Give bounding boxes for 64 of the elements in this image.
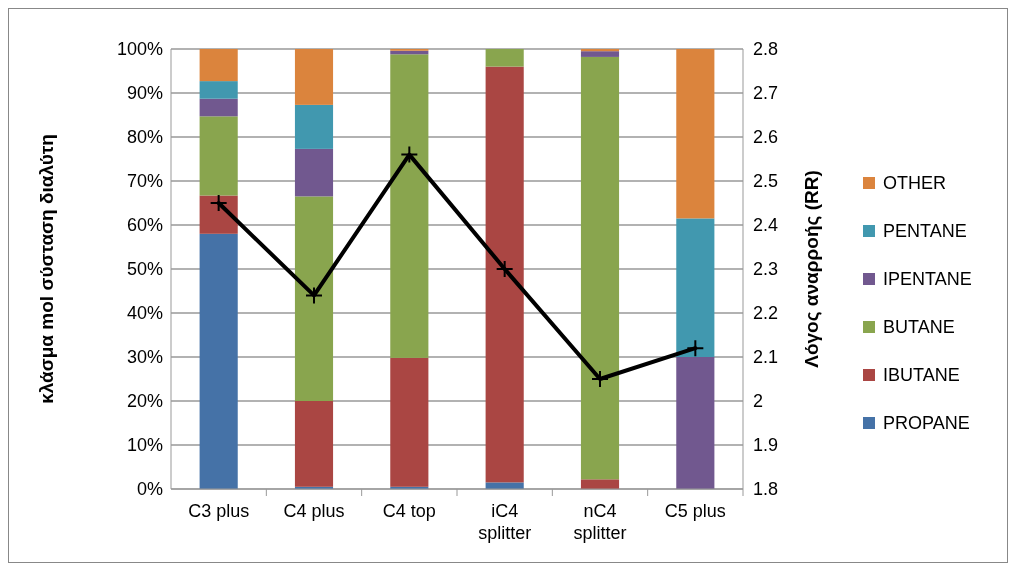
point — [591, 370, 609, 388]
bar — [390, 54, 429, 358]
legend-label: IBUTANE — [883, 365, 960, 386]
x-tick-label: C3 plus — [188, 501, 250, 521]
bar — [580, 49, 620, 52]
bar — [485, 482, 524, 489]
y-tick-label: 90% — [126, 83, 163, 104]
bar — [485, 66, 524, 483]
point — [686, 339, 705, 358]
y2-tick-label: 2.7 — [753, 83, 779, 104]
y2-tick-label: 2.5 — [753, 171, 779, 192]
bar — [580, 479, 620, 489]
bar — [294, 401, 334, 487]
legend-label: BUTANE — [883, 317, 955, 338]
y-tick-label: 80% — [126, 127, 163, 148]
bar — [676, 49, 715, 219]
bar — [199, 98, 238, 117]
y-tick-label: 30% — [126, 347, 163, 368]
bar — [294, 148, 334, 197]
y2-tick-label: 2.2 — [753, 303, 779, 324]
y-axis-title: κλάσμα mol σύσταση διαλύτη — [36, 134, 57, 404]
bar — [676, 218, 715, 357]
x-tick-label: C5 plus — [664, 501, 726, 521]
y-tick-label: 60% — [126, 215, 163, 236]
y2-tick-label: 2 — [753, 391, 764, 412]
y2-tick-label: 2.1 — [753, 347, 779, 368]
y2-axis-title: Λόγος αναρροής (RR) — [801, 170, 822, 368]
x-tick-label: nC4 splitter — [573, 501, 627, 543]
y2-tick-label: 2.3 — [753, 259, 779, 280]
y-tick-label: 70% — [126, 171, 163, 192]
y2-tick-label: 2.6 — [753, 127, 779, 148]
bar — [199, 116, 238, 196]
y2-tick-label: 2.8 — [753, 39, 779, 60]
legend-label: IPENTANE — [883, 269, 972, 290]
legend-label: OTHER — [883, 173, 946, 194]
point — [495, 260, 514, 278]
y2-tick-label: 2.4 — [753, 215, 779, 236]
point — [305, 286, 323, 305]
bar — [294, 104, 334, 149]
x-tick-label: C4 top — [382, 501, 436, 521]
y2-tick-label: 1.9 — [753, 435, 779, 456]
bar — [390, 357, 429, 487]
bar — [199, 81, 238, 99]
y-tick-label: 100% — [116, 39, 163, 60]
point — [400, 145, 419, 164]
bar — [294, 49, 334, 105]
legend-label: PROPANE — [883, 413, 970, 434]
y-tick-label: 0% — [136, 479, 163, 500]
y2-tick-label: 1.8 — [753, 479, 779, 500]
y-tick-label: 50% — [126, 259, 163, 280]
x-tick-label: C4 plus — [283, 501, 345, 521]
bar — [580, 51, 620, 57]
y-tick-label: 10% — [126, 435, 163, 456]
y-tick-label: 40% — [126, 303, 163, 324]
bar — [676, 357, 715, 489]
bar — [199, 49, 238, 82]
point — [209, 194, 228, 212]
x-tick-label: iC4 splitter — [478, 501, 532, 543]
bar — [580, 56, 620, 480]
bar — [199, 233, 238, 489]
bar — [294, 196, 334, 401]
bar — [485, 49, 524, 67]
legend-label: PENTANE — [883, 221, 967, 242]
y-tick-label: 20% — [126, 391, 163, 412]
